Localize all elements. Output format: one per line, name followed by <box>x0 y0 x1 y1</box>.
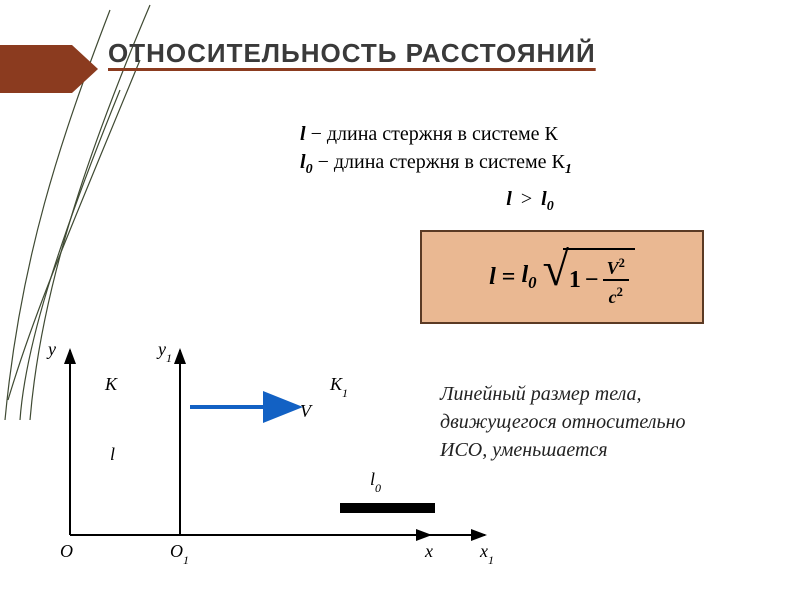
f-eq: = <box>502 264 516 291</box>
f-l0-sub: 0 <box>528 272 536 291</box>
page-title: ОТНОСИТЕЛЬНОСТЬ РАССТОЯНИЙ <box>108 38 596 69</box>
lbl-V: V⃗ <box>300 401 325 421</box>
caption-line3: ИСО, уменьшается <box>440 436 780 464</box>
f-lhs: l <box>489 264 496 291</box>
lbl-K1: K1 <box>329 374 348 400</box>
caption: Линейный размер тела, движущегося относи… <box>440 380 780 464</box>
def-l0: l0 − длина стержня в системе К1 <box>300 148 760 184</box>
f-fraction: V2 c2 <box>603 254 629 306</box>
sym-l0-sub: 0 <box>306 162 313 177</box>
lbl-y: y <box>46 339 56 359</box>
lbl-x1: x1 <box>479 541 494 565</box>
arrow-decoration <box>0 45 100 93</box>
length-contraction-formula: l = l0 √ 1 − V2 c2 <box>489 248 635 306</box>
def-l0-text: длина стержня в системе К <box>334 151 565 173</box>
lbl-x: x <box>424 541 433 561</box>
lbl-O: O <box>60 541 73 561</box>
lbl-y1: y1 <box>156 339 172 365</box>
inequality: l > l0 <box>300 188 760 215</box>
definitions-block: l − длина стержня в системе К l0 − длина… <box>300 120 760 215</box>
caption-line1: Линейный размер тела, <box>440 380 780 408</box>
dash: − <box>311 123 322 145</box>
dash2: − <box>318 151 329 173</box>
lbl-O1: O1 <box>170 541 189 565</box>
lbl-l0: l0 <box>370 469 381 495</box>
f-minus: − <box>585 267 599 294</box>
f-one: 1 <box>569 267 581 294</box>
caption-line2: движущегося относительно <box>440 408 780 436</box>
sqrt-icon: √ 1 − V2 c2 <box>543 248 635 306</box>
lbl-K: K <box>104 374 118 394</box>
def-l: l − длина стержня в системе К <box>300 120 760 148</box>
def-l-text: длина стержня в системе К <box>327 123 558 145</box>
k1-sub: 1 <box>565 162 572 177</box>
formula-box: l = l0 √ 1 − V2 c2 <box>420 230 704 324</box>
sym-l: l <box>300 123 306 145</box>
lbl-l: l <box>110 444 115 464</box>
